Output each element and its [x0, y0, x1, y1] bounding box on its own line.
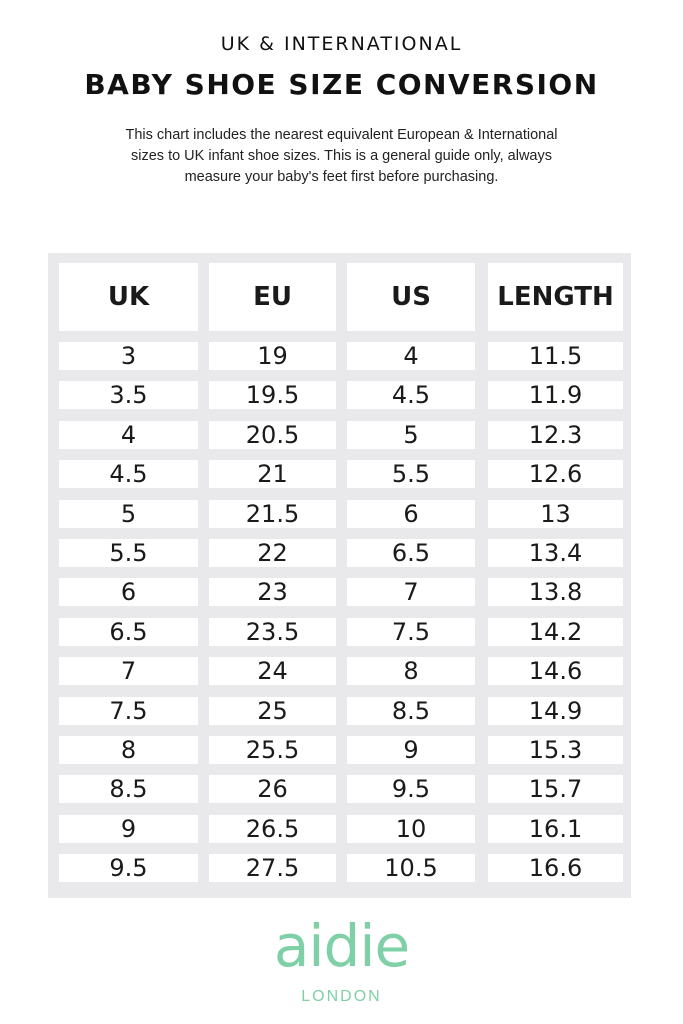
table-cell-eu: 21: [209, 460, 336, 488]
table-cell-eu: 19: [209, 342, 336, 370]
table-cell-uk: 3.5: [59, 381, 198, 409]
table-cell-length: 13.4: [488, 539, 623, 567]
table-cell-us: 9.5: [347, 775, 475, 803]
table-cell-eu: 23.5: [209, 618, 336, 646]
table-cell-us: 10.5: [347, 854, 475, 882]
table-cell-uk: 9.5: [59, 854, 198, 882]
table-cell-us: 7.5: [347, 618, 475, 646]
table-cell-uk: 7.5: [59, 697, 198, 725]
brand-logo: aidie: [273, 912, 410, 980]
table-cell-us: 8.5: [347, 697, 475, 725]
table-cell-length: 15.3: [488, 736, 623, 764]
table-cell-us: 6.5: [347, 539, 475, 567]
table-cell-length: 14.2: [488, 618, 623, 646]
column-header-us: US: [347, 263, 475, 331]
table-cell-uk: 6: [59, 578, 198, 606]
table-cell-eu: 20.5: [209, 421, 336, 449]
table-cell-eu: 23: [209, 578, 336, 606]
table-cell-length: 11.9: [488, 381, 623, 409]
table-cell-us: 6: [347, 500, 475, 528]
table-cell-length: 16.1: [488, 815, 623, 843]
table-cell-eu: 21.5: [209, 500, 336, 528]
table-cell-eu: 25: [209, 697, 336, 725]
table-cell-eu: 22: [209, 539, 336, 567]
table-cell-length: 12.6: [488, 460, 623, 488]
table-cell-us: 5.5: [347, 460, 475, 488]
table-cell-us: 9: [347, 736, 475, 764]
table-cell-eu: 19.5: [209, 381, 336, 409]
table-cell-uk: 8: [59, 736, 198, 764]
table-cell-uk: 3: [59, 342, 198, 370]
intro-text: This chart includes the nearest equivale…: [100, 125, 583, 188]
table-cell-us: 4: [347, 342, 475, 370]
table-cell-us: 8: [347, 657, 475, 685]
table-cell-uk: 9: [59, 815, 198, 843]
size-table: UK EU US LENGTH 3 19 4 11.5 3.5 19.5 4.5 11.9 4 20.5 5…: [48, 253, 631, 898]
intro-line: This chart includes the nearest equivale…: [125, 127, 558, 143]
table-cell-uk: 8.5: [59, 775, 198, 803]
table-cell-eu: 26: [209, 775, 336, 803]
table-cell-length: 14.9: [488, 697, 623, 725]
table-cell-uk: 4: [59, 421, 198, 449]
table-cell-uk: 7: [59, 657, 198, 685]
table-cell-length: 14.6: [488, 657, 623, 685]
page-subtitle: UK & INTERNATIONAL: [220, 33, 463, 55]
table-cell-us: 5: [347, 421, 475, 449]
table-cell-us: 4.5: [347, 381, 475, 409]
table-cell-length: 11.5: [488, 342, 623, 370]
table-cell-eu: 24: [209, 657, 336, 685]
table-cell-length: 15.7: [488, 775, 623, 803]
table-cell-length: 12.3: [488, 421, 623, 449]
table-cell-uk: 6.5: [59, 618, 198, 646]
table-cell-length: 16.6: [488, 854, 623, 882]
table-cell-uk: 5.5: [59, 539, 198, 567]
table-cell-eu: 25.5: [209, 736, 336, 764]
column-header-eu: EU: [209, 263, 336, 331]
table-cell-eu: 26.5: [209, 815, 336, 843]
table-cell-eu: 27.5: [209, 854, 336, 882]
table-cell-uk: 5: [59, 500, 198, 528]
table-cell-us: 10: [347, 815, 475, 843]
table-cell-length: 13.8: [488, 578, 623, 606]
column-header-length: LENGTH: [488, 263, 623, 331]
table-cell-length: 13: [488, 500, 623, 528]
table-cell-us: 7: [347, 578, 475, 606]
table-cell-uk: 4.5: [59, 460, 198, 488]
column-header-uk: UK: [59, 263, 198, 331]
page-title: BABY SHOE SIZE CONVERSION: [84, 68, 599, 101]
intro-line: sizes to UK infant shoe sizes. This is a…: [131, 148, 552, 164]
intro-line: measure your baby's feet first before pu…: [184, 169, 499, 185]
brand-logo-subtext: LONDON: [301, 988, 382, 1005]
